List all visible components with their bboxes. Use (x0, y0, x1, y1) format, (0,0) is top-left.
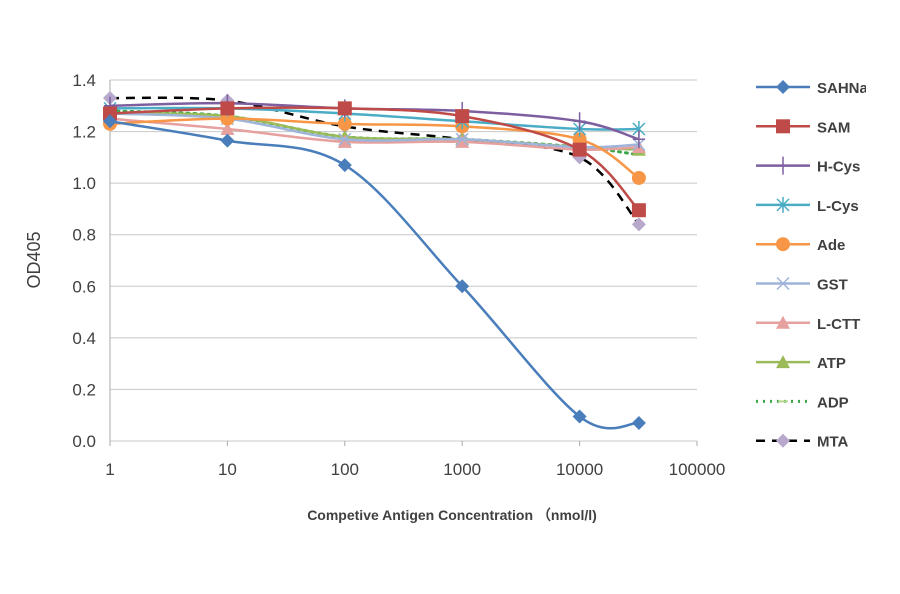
x-tick-label: 1 (105, 460, 114, 479)
x-tick-label: 10 (218, 460, 237, 479)
data-point (220, 121, 235, 135)
data-point (455, 109, 470, 124)
x-tick-label: 10000 (556, 460, 603, 479)
data-point (573, 112, 586, 131)
legend-marker (776, 237, 790, 252)
data-point (455, 132, 469, 146)
data-point (631, 217, 646, 232)
legend-marker (777, 156, 789, 175)
legend-label: SAM (817, 119, 850, 136)
data-point (572, 409, 587, 424)
data-point (632, 130, 645, 149)
legend-clip (866, 70, 900, 100)
series-sahna (103, 114, 646, 430)
y-tick-label: 1.2 (72, 123, 96, 142)
legend-label: L-CTT (817, 316, 860, 333)
legend-marker (776, 80, 790, 94)
legend-item: Ade (756, 237, 845, 254)
legend-item: L-CTT (756, 315, 860, 333)
legend-label: H-Cys (817, 159, 860, 176)
legend-item: SAM (756, 119, 850, 136)
legend-marker (776, 433, 790, 448)
legend-marker (776, 276, 790, 291)
y-tick-label: 0.6 (72, 277, 96, 296)
data-point (337, 134, 352, 148)
legend-label: ATP (817, 355, 846, 372)
legend-label: Ade (817, 237, 845, 254)
legend-item: ATP (756, 355, 846, 372)
legend-label: L-Cys (817, 198, 859, 215)
legend-item: H-Cys (756, 156, 860, 176)
legend-item: ADP (756, 394, 849, 411)
legend-item: SAHNa (756, 80, 869, 97)
series-mta (103, 91, 646, 232)
legend-label: GST (817, 277, 848, 294)
data-point (337, 116, 352, 131)
x-axis-label: Competive Antigen Concentration （nmol/l) (307, 507, 597, 523)
data-point (103, 106, 117, 121)
legend-label: SAHNa (817, 80, 869, 97)
data-point (337, 101, 352, 116)
y-tick-label: 1.0 (72, 174, 96, 193)
y-tick-label: 0.8 (72, 226, 96, 245)
x-tick-label: 100 (331, 460, 359, 479)
data-point (220, 133, 235, 148)
legend-marker (776, 315, 790, 329)
y-tick-label: 1.4 (72, 71, 96, 90)
x-tick-label: 1000 (443, 460, 481, 479)
y-tick-label: 0.2 (72, 380, 96, 399)
legend-label: MTA (817, 434, 849, 451)
legend-item: MTA (756, 433, 849, 451)
legend-marker (776, 119, 790, 134)
y-axis-label: OD405 (24, 231, 44, 288)
data-point (455, 279, 470, 294)
legend-label: ADP (817, 394, 849, 411)
y-tick-label: 0.0 (72, 432, 96, 451)
series-line (109, 120, 640, 430)
legend-item: L-Cys (756, 196, 859, 215)
data-point (220, 101, 235, 116)
y-tick-label: 0.4 (72, 329, 96, 348)
data-point (337, 158, 352, 173)
legend-item: GST (756, 277, 848, 294)
data-point (455, 134, 470, 148)
legend-marker (776, 196, 790, 213)
series-line (109, 96, 640, 226)
data-point (631, 203, 646, 218)
data-point (572, 142, 587, 157)
legend-marker (776, 355, 790, 369)
series-sam (103, 101, 646, 218)
x-tick-label: 100000 (669, 460, 726, 479)
data-point (338, 132, 352, 146)
data-point (631, 415, 646, 430)
data-point (631, 170, 646, 185)
series-line (109, 106, 640, 212)
data-point (103, 114, 117, 129)
